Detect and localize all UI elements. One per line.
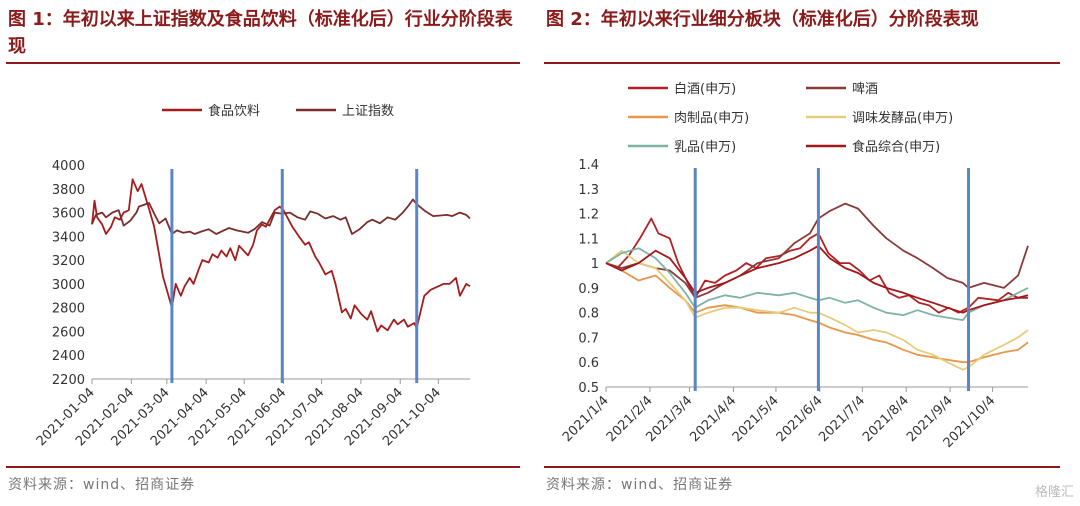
series-line — [91, 178, 471, 333]
figure2-panel: 图 2：年初以来行业细分板块（标准化后）分阶段表现 0.5 0.6 0.7 0.8 0.… — [544, 0, 1080, 506]
series-line — [605, 249, 1029, 371]
x-tick-label: 2021/5/4 — [730, 393, 782, 445]
y-tick-label: 3200 — [52, 254, 85, 269]
legend-label: 啤酒 — [852, 82, 878, 97]
legend-label: 白酒(申万) — [674, 81, 736, 97]
y-tick-label: 4000 — [52, 159, 85, 174]
series-line — [605, 202, 1029, 299]
y-tick-label: 1.2 — [578, 208, 599, 223]
figure2-title: 图 2：年初以来行业细分板块（标准化后）分阶段表现 — [546, 9, 979, 30]
y-tick-label: 3000 — [52, 278, 85, 293]
figure1-title: 图 1：年初以来上证指数及食品饮料（标准化后）行业分阶段表现 — [8, 9, 513, 57]
figure1-chart: 2200 2400 2600 2800 3000 3200 3400 3600 3800 4000… — [34, 103, 471, 449]
legend-label: 上证指数 — [342, 104, 394, 119]
figure1-bottom-rule — [6, 466, 520, 468]
y-tick-label: 1.1 — [578, 232, 599, 247]
y-tick-label: 3400 — [52, 230, 85, 245]
y-tick-label: 0.5 — [578, 381, 599, 396]
y-tick-label: 2600 — [52, 325, 85, 340]
legend-label: 乳品(申万) — [674, 140, 736, 155]
y-tick-label: 1.4 — [578, 158, 599, 173]
y-tick-label: 2800 — [52, 302, 85, 317]
figure1-title-rule — [6, 62, 520, 64]
x-tick-label: 2021/7/4 — [816, 393, 868, 445]
series-line — [605, 244, 1029, 314]
watermark-logo: 格隆汇 — [1034, 485, 1074, 500]
y-tick-label: 1.3 — [578, 183, 599, 198]
figure2-bottom-rule — [544, 466, 1060, 468]
legend-label: 肉制品(申万) — [674, 111, 749, 126]
x-tick-label: 2021/1/4 — [560, 393, 612, 445]
figure1-panel: 图 1：年初以来上证指数及食品饮料（标准化后）行业分阶段表现 2200 2400 2… — [0, 0, 530, 506]
y-tick-label: 0.7 — [578, 331, 599, 346]
figure1-source: 资料来源：wind、招商证券 — [8, 477, 196, 493]
legend-label: 食品综合(申万) — [852, 139, 940, 155]
y-tick-label: 2400 — [52, 349, 85, 364]
y-tick-label: 2200 — [52, 373, 85, 388]
legend-label: 食品饮料 — [208, 103, 260, 119]
y-tick-label: 3600 — [52, 207, 85, 222]
y-tick-label: 0.6 — [578, 356, 599, 371]
legend-label: 调味发酵品(申万) — [852, 110, 953, 126]
y-tick-label: 1 — [591, 257, 599, 272]
y-tick-label: 3800 — [52, 183, 85, 198]
series-line — [605, 247, 1029, 322]
x-tick-label: 2021/8/4 — [860, 393, 912, 445]
figure2-title-rule — [544, 62, 1060, 64]
y-tick-label: 0.8 — [578, 307, 599, 322]
series-line — [91, 198, 471, 235]
figure2-chart: 0.5 0.6 0.7 0.8 0.9 1 1.1 1.2 1.3 1.4 2021/1/4 2021… — [560, 81, 1029, 451]
y-tick-label: 0.9 — [578, 282, 599, 297]
figure2-source: 资料来源：wind、招商证券 — [546, 477, 734, 493]
